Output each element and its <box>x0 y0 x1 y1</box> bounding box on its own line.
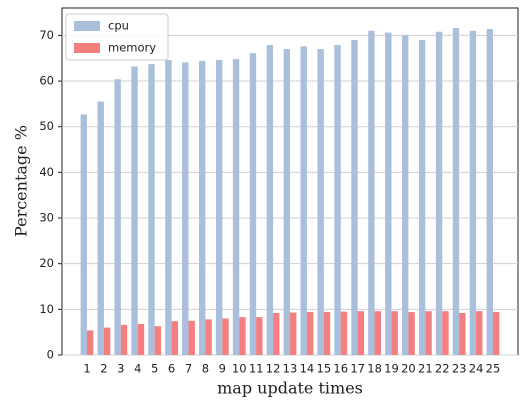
x-tick-label: 24 <box>469 362 484 376</box>
bar <box>266 44 274 355</box>
x-tick-label: 21 <box>418 362 433 376</box>
bar <box>469 30 477 355</box>
x-tick-label: 8 <box>202 362 209 376</box>
y-tick-label: 60 <box>39 74 54 88</box>
x-tick-label: 11 <box>249 362 264 376</box>
bar <box>97 101 104 355</box>
bar <box>476 311 483 355</box>
y-axis-label: Percentage % <box>12 125 31 237</box>
bar <box>452 28 460 355</box>
legend-swatch <box>74 21 100 31</box>
x-tick-label: 14 <box>300 362 315 376</box>
x-tick-label: 18 <box>367 362 382 376</box>
bar <box>182 62 189 356</box>
bar <box>493 312 500 355</box>
x-tick-label: 10 <box>232 362 247 376</box>
bar <box>334 44 341 355</box>
x-tick-label: 5 <box>151 362 158 376</box>
bar <box>87 330 94 355</box>
bar <box>273 312 280 355</box>
bar <box>256 317 263 355</box>
bar <box>425 311 432 355</box>
bar <box>222 318 229 355</box>
x-tick-label: 25 <box>486 362 501 376</box>
bar <box>351 39 358 356</box>
bar <box>137 323 145 355</box>
x-tick-label: 1 <box>83 362 90 376</box>
bar <box>114 79 121 355</box>
bar <box>80 114 87 355</box>
bar <box>120 324 128 355</box>
x-tick-label: 22 <box>435 362 450 376</box>
bar <box>385 32 392 355</box>
x-tick-label: 9 <box>219 362 226 376</box>
y-tick-label: 10 <box>39 302 54 316</box>
x-tick-label: 4 <box>134 362 141 376</box>
y-tick-label: 40 <box>39 165 54 179</box>
x-axis-label: map update times <box>217 379 363 398</box>
x-tick-label: 6 <box>168 362 175 376</box>
bar <box>317 49 324 356</box>
legend-swatch <box>74 43 100 53</box>
y-tick-label: 50 <box>39 119 54 133</box>
bar <box>418 39 426 356</box>
x-tick-label: 13 <box>283 362 298 376</box>
legend-label: memory <box>108 41 156 55</box>
bar <box>215 60 223 356</box>
bar <box>205 319 212 355</box>
x-tick-label: 23 <box>452 362 467 376</box>
bar <box>323 312 331 355</box>
bars: 1 2 3 4 5 6 7 8 9 10 11 12 13 14 15 16 17 18 19 20 21 22 23 24 2… <box>80 28 501 376</box>
x-tick-label: 16 <box>333 362 348 376</box>
bar <box>306 312 314 355</box>
bar <box>290 312 297 355</box>
bar <box>368 30 375 355</box>
bar <box>165 60 172 356</box>
bar <box>402 35 409 355</box>
bar <box>340 311 348 355</box>
bar <box>442 311 449 355</box>
bar <box>239 317 246 355</box>
bar <box>283 49 290 356</box>
bar <box>459 312 466 355</box>
x-tick-label: 7 <box>185 362 192 376</box>
bar <box>171 321 178 355</box>
legend-label: cpu <box>108 19 129 33</box>
bar <box>154 326 162 355</box>
x-tick-label: 20 <box>401 362 416 376</box>
y-tick-label: 70 <box>39 28 54 42</box>
bar <box>188 320 195 355</box>
x-tick-label: 17 <box>350 362 365 376</box>
bar <box>300 46 307 355</box>
bar <box>486 29 493 356</box>
bar <box>249 53 257 355</box>
x-tick-label: 19 <box>384 362 399 376</box>
y-tick-label: 20 <box>39 256 54 270</box>
x-tick-label: 2 <box>100 362 107 376</box>
bar <box>357 311 365 355</box>
x-tick-label: 3 <box>117 362 124 376</box>
bar <box>199 60 206 355</box>
bar <box>408 312 415 355</box>
bar <box>435 31 443 356</box>
x-tick-label: 12 <box>266 362 281 376</box>
bar <box>232 59 240 355</box>
x-tick-label: 15 <box>317 362 332 376</box>
y-tick-label: 30 <box>39 211 54 225</box>
bar <box>374 311 381 355</box>
y-tick-label: 0 <box>47 348 54 362</box>
bar <box>103 327 111 355</box>
bar <box>391 311 398 355</box>
bar <box>131 66 138 355</box>
legend: cpu memory <box>65 13 169 61</box>
bar <box>148 64 155 355</box>
